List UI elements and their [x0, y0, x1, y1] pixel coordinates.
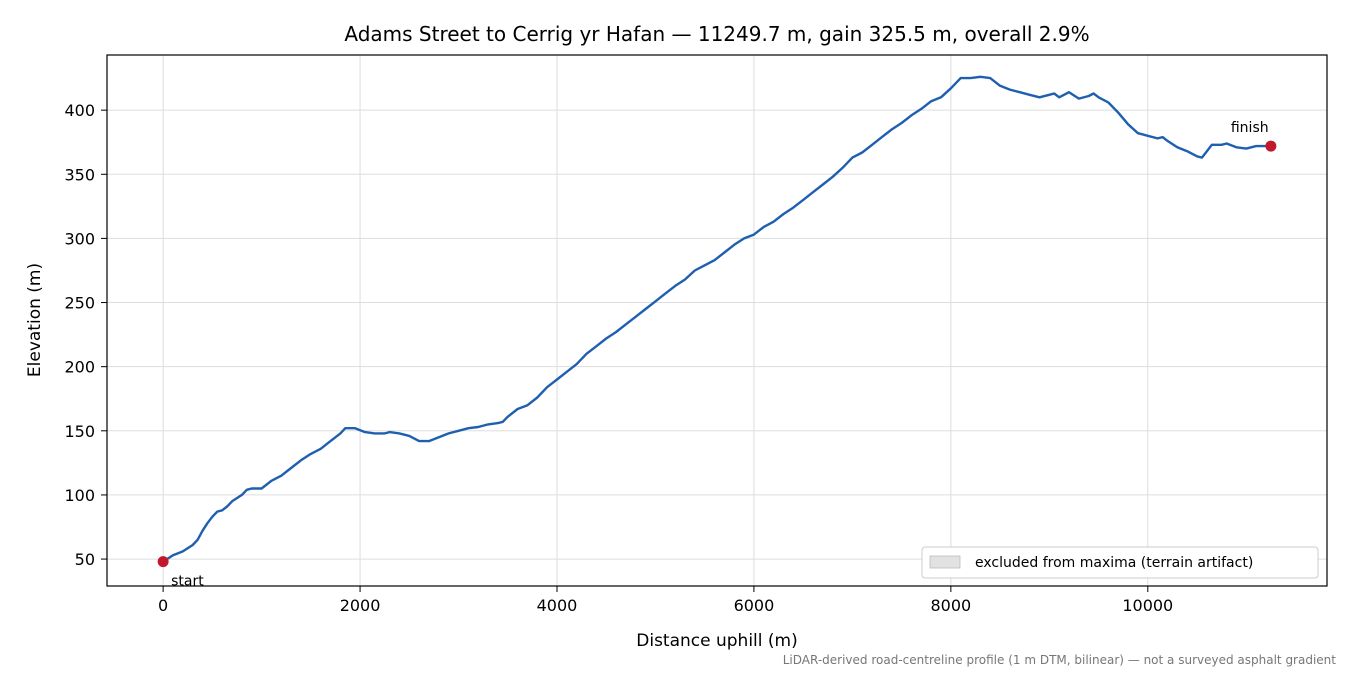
y-tick-label: 250	[64, 294, 95, 313]
legend: excluded from maxima (terrain artifact)	[921, 546, 1319, 579]
y-tick-label: 300	[64, 229, 95, 248]
y-tick-label: 400	[64, 101, 95, 120]
x-tick-label: 4000	[537, 596, 578, 615]
y-tick-label: 200	[64, 358, 95, 377]
start-marker	[157, 556, 169, 568]
route-markers: start finish	[157, 120, 1277, 590]
plot-area	[106, 54, 1328, 587]
legend-swatch	[929, 555, 961, 569]
grid-lines	[107, 55, 1327, 586]
y-axis: 50 100 150 200 250 300 350 400	[64, 101, 107, 569]
x-tick-label: 2000	[340, 596, 381, 615]
x-axis-label: Distance uphill (m)	[636, 631, 797, 651]
y-axis-label: Elevation (m)	[25, 263, 45, 377]
y-tick-label: 100	[64, 486, 95, 505]
finish-marker	[1265, 140, 1277, 152]
legend-label: excluded from maxima (terrain artifact)	[975, 555, 1253, 571]
chart-title: Adams Street to Cerrig yr Hafan — 11249.…	[344, 22, 1089, 46]
footnote: LiDAR-derived road-centreline profile (1…	[783, 653, 1337, 667]
x-tick-label: 8000	[930, 596, 971, 615]
y-tick-label: 150	[64, 422, 95, 441]
legend-box	[921, 546, 1319, 579]
x-tick-label: 10000	[1122, 596, 1173, 615]
finish-label: finish	[1231, 120, 1269, 136]
x-axis: 0 2000 4000 6000 8000 10000	[158, 586, 1173, 615]
start-label: start	[171, 574, 204, 590]
elevation-line	[161, 75, 1273, 563]
x-tick-label: 0	[158, 596, 168, 615]
x-tick-label: 6000	[734, 596, 775, 615]
y-tick-label: 50	[75, 550, 95, 569]
y-tick-label: 350	[64, 165, 95, 184]
